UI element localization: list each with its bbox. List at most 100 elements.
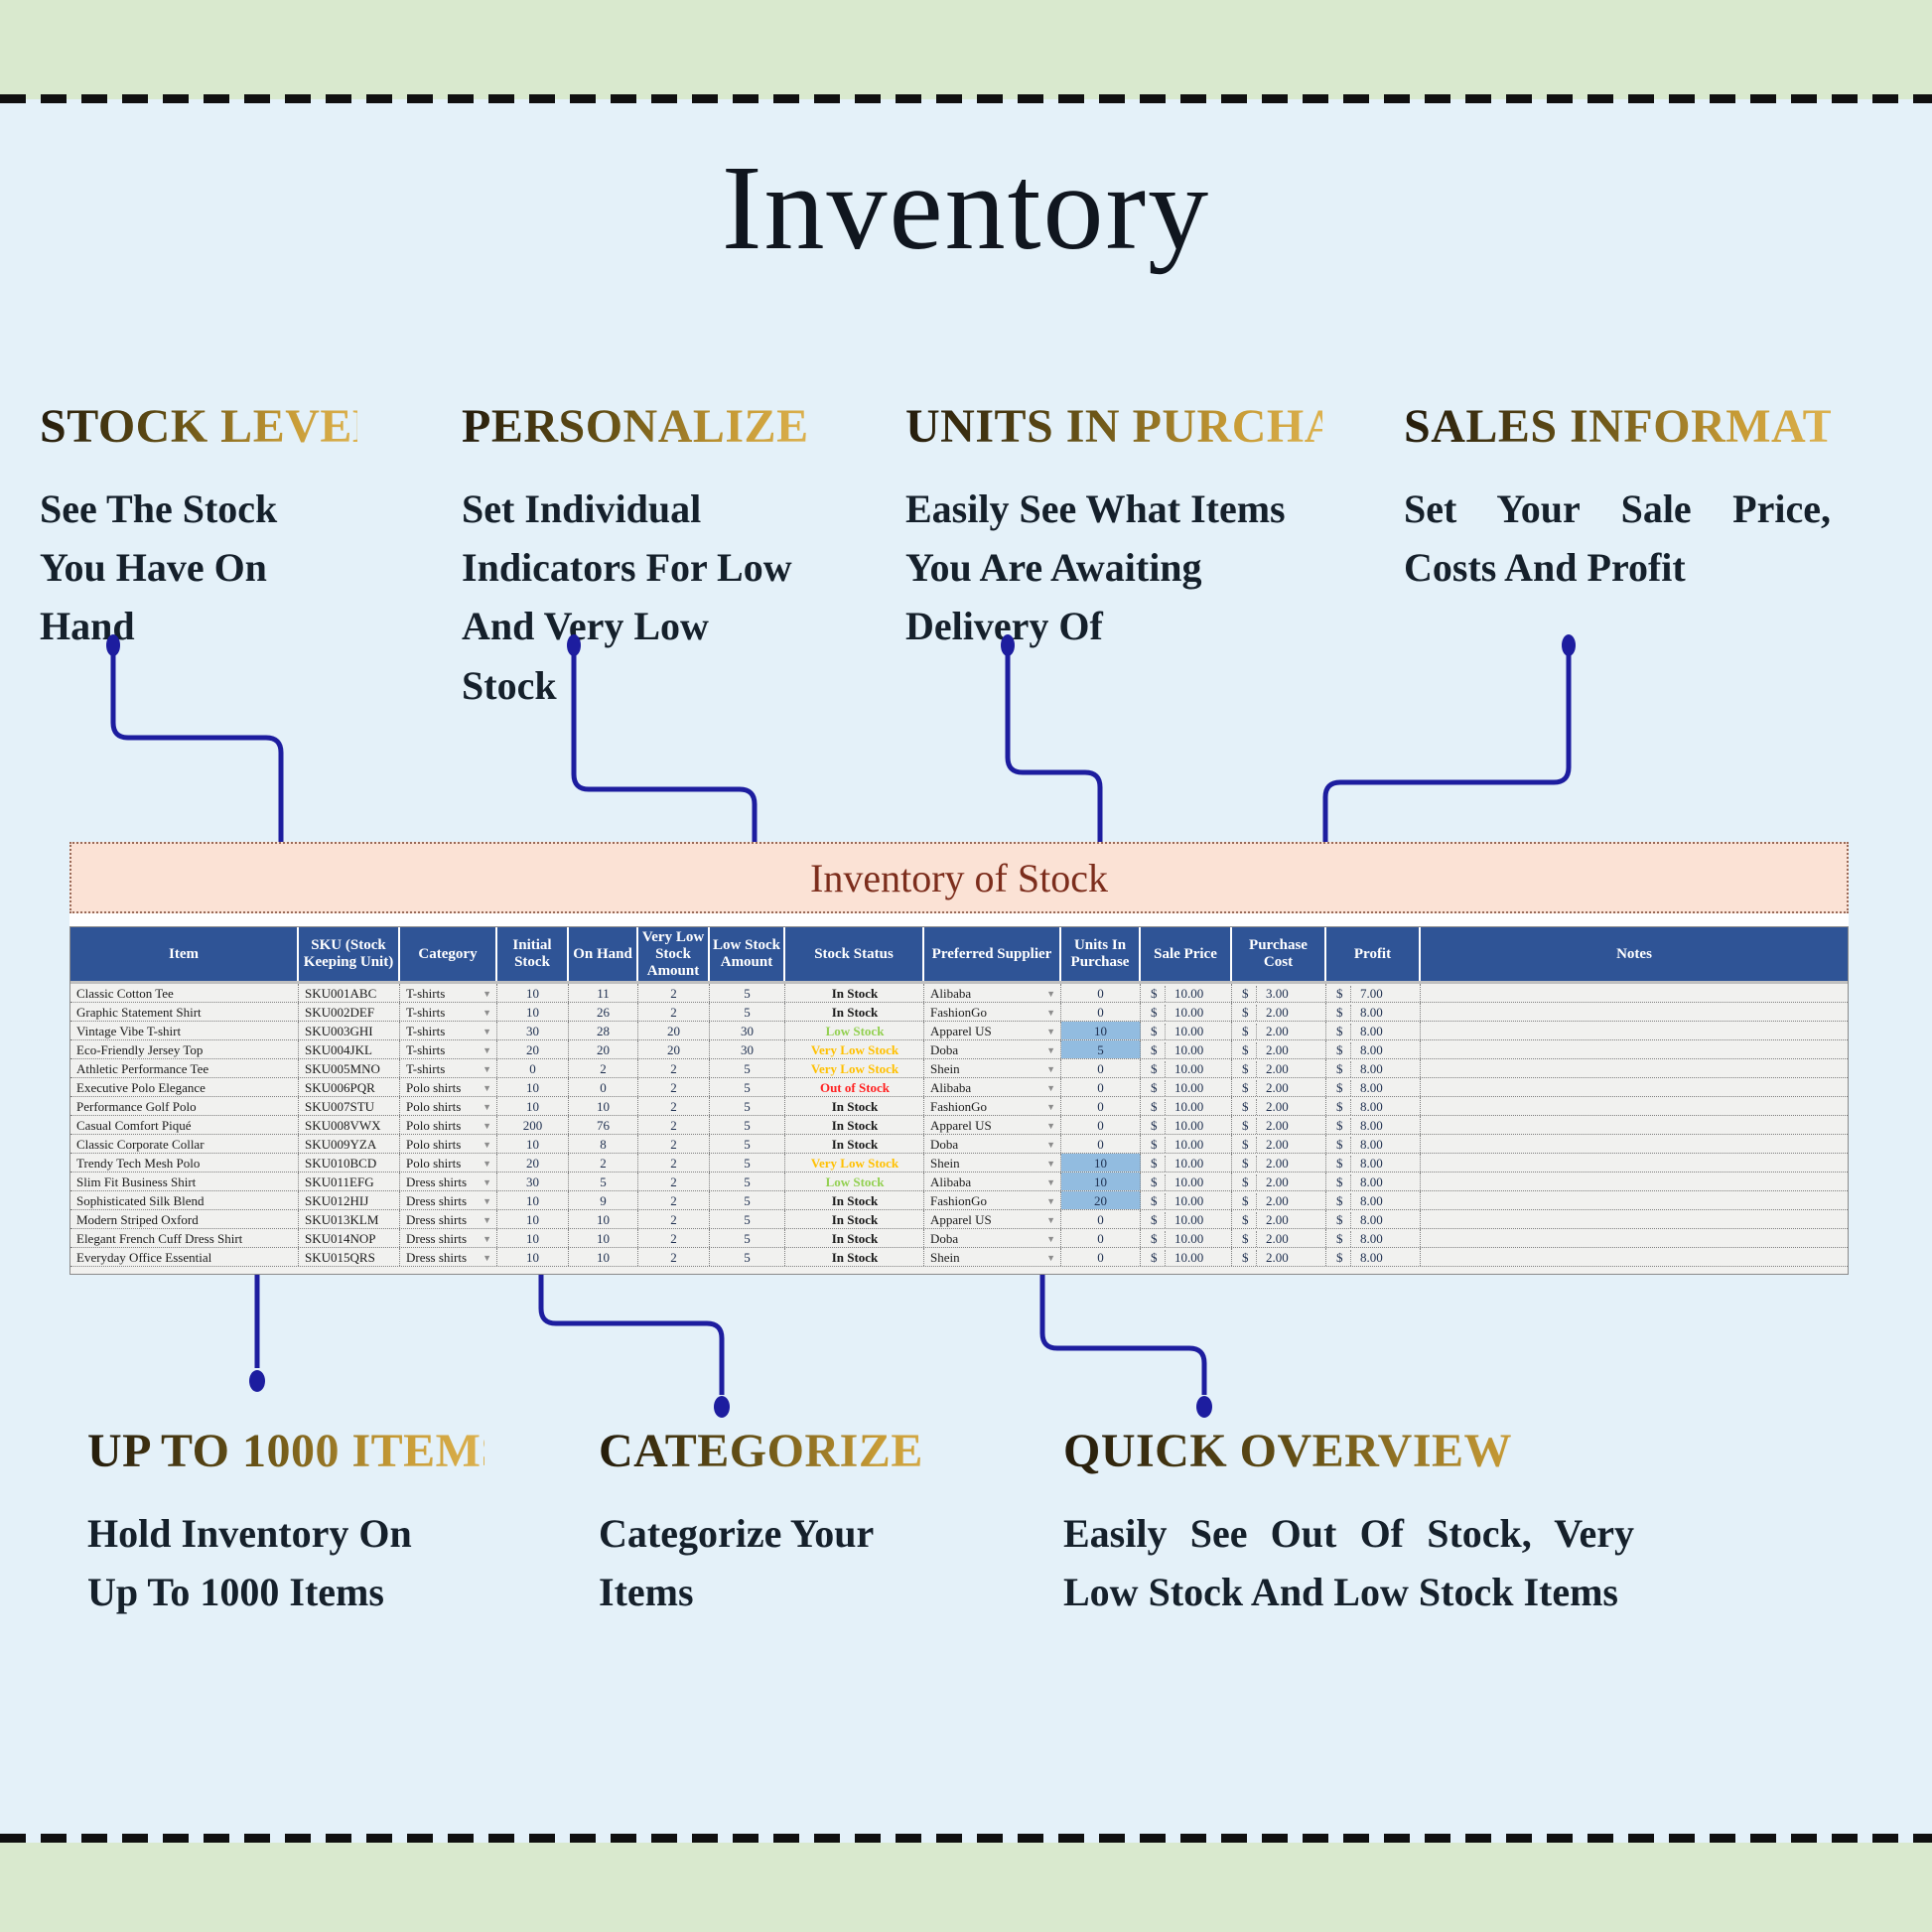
col-header-stock-status[interactable]: Stock Status <box>785 927 924 982</box>
cell-sku[interactable]: SKU011EFG <box>299 1173 400 1191</box>
dropdown-arrow-icon[interactable]: ▼ <box>1046 1195 1055 1206</box>
dropdown-arrow-icon[interactable]: ▼ <box>1046 1252 1055 1263</box>
dropdown-arrow-icon[interactable]: ▼ <box>483 1007 491 1018</box>
cell-low-amount[interactable]: 5 <box>710 1248 785 1267</box>
cell-purchase-cost[interactable]: $2.00 <box>1232 1078 1326 1097</box>
dropdown-arrow-icon[interactable]: ▼ <box>483 1101 491 1112</box>
cell-notes[interactable] <box>1421 1191 1848 1209</box>
cell-profit[interactable]: $8.00 <box>1326 1022 1421 1040</box>
cell-category[interactable]: Polo shirts ▼ <box>400 1135 497 1154</box>
cell-on-hand[interactable]: 10 <box>569 1229 638 1248</box>
cell-sale-price[interactable]: $10.00 <box>1141 1210 1232 1229</box>
cell-initial-stock[interactable]: 20 <box>497 1154 569 1173</box>
cell-very-low-amount[interactable]: 20 <box>638 1022 710 1040</box>
cell-low-amount[interactable]: 5 <box>710 1097 785 1116</box>
cell-supplier[interactable]: Doba ▼ <box>924 1040 1061 1059</box>
dropdown-arrow-icon[interactable]: ▼ <box>483 1214 491 1225</box>
cell-units-in-purchase[interactable]: 5 <box>1061 1040 1141 1059</box>
cell-supplier[interactable]: Alibaba ▼ <box>924 1078 1061 1097</box>
cell-profit[interactable]: $8.00 <box>1326 1116 1421 1135</box>
cell-very-low-amount[interactable]: 2 <box>638 1191 710 1210</box>
cell-profit[interactable]: $8.00 <box>1326 1135 1421 1154</box>
cell-on-hand[interactable]: 11 <box>569 984 638 1003</box>
cell-stock-status[interactable]: In Stock <box>785 1097 924 1116</box>
cell-units-in-purchase[interactable]: 0 <box>1061 1248 1141 1267</box>
cell-notes[interactable] <box>1421 1097 1848 1115</box>
cell-profit[interactable]: $7.00 <box>1326 984 1421 1003</box>
cell-item[interactable]: Classic Cotton Tee <box>70 984 299 1003</box>
cell-notes[interactable] <box>1421 1173 1848 1190</box>
dropdown-arrow-icon[interactable]: ▼ <box>483 1063 491 1074</box>
cell-on-hand[interactable]: 5 <box>569 1173 638 1191</box>
dropdown-arrow-icon[interactable]: ▼ <box>483 1158 491 1169</box>
cell-category[interactable]: Dress shirts ▼ <box>400 1210 497 1229</box>
cell-notes[interactable] <box>1421 1003 1848 1021</box>
col-header-profit[interactable]: Profit <box>1326 927 1421 982</box>
dropdown-arrow-icon[interactable]: ▼ <box>1046 1158 1055 1169</box>
cell-very-low-amount[interactable]: 2 <box>638 1059 710 1078</box>
cell-sku[interactable]: SKU002DEF <box>299 1003 400 1022</box>
col-header-item[interactable]: Item <box>70 927 299 982</box>
cell-units-in-purchase[interactable]: 0 <box>1061 1059 1141 1078</box>
cell-sale-price[interactable]: $10.00 <box>1141 1059 1232 1078</box>
cell-on-hand[interactable]: 9 <box>569 1191 638 1210</box>
cell-units-in-purchase[interactable]: 0 <box>1061 1097 1141 1116</box>
cell-very-low-amount[interactable]: 2 <box>638 1229 710 1248</box>
cell-very-low-amount[interactable]: 2 <box>638 1248 710 1267</box>
cell-low-amount[interactable]: 5 <box>710 1173 785 1191</box>
cell-notes[interactable] <box>1421 984 1848 1002</box>
cell-category[interactable]: T-shirts ▼ <box>400 1003 497 1022</box>
cell-on-hand[interactable]: 10 <box>569 1210 638 1229</box>
cell-supplier[interactable]: Apparel US ▼ <box>924 1022 1061 1040</box>
cell-profit[interactable]: $8.00 <box>1326 1097 1421 1116</box>
cell-units-in-purchase[interactable]: 0 <box>1061 1135 1141 1154</box>
cell-sku[interactable]: SKU001ABC <box>299 984 400 1003</box>
cell-profit[interactable]: $8.00 <box>1326 1248 1421 1267</box>
cell-category[interactable]: Dress shirts ▼ <box>400 1173 497 1191</box>
cell-purchase-cost[interactable]: $2.00 <box>1232 1154 1326 1173</box>
cell-notes[interactable] <box>1421 1116 1848 1134</box>
dropdown-arrow-icon[interactable]: ▼ <box>483 1120 491 1131</box>
cell-supplier[interactable]: Apparel US ▼ <box>924 1116 1061 1135</box>
dropdown-arrow-icon[interactable]: ▼ <box>1046 1120 1055 1131</box>
cell-item[interactable]: Modern Striped Oxford <box>70 1210 299 1229</box>
cell-sale-price[interactable]: $10.00 <box>1141 1078 1232 1097</box>
cell-notes[interactable] <box>1421 1210 1848 1228</box>
cell-low-amount[interactable]: 5 <box>710 1059 785 1078</box>
col-header-sale-price[interactable]: Sale Price <box>1141 927 1232 982</box>
col-header-initial-stock[interactable]: Initial Stock <box>497 927 569 982</box>
cell-category[interactable]: Dress shirts ▼ <box>400 1229 497 1248</box>
cell-sale-price[interactable]: $10.00 <box>1141 1154 1232 1173</box>
cell-on-hand[interactable]: 26 <box>569 1003 638 1022</box>
cell-initial-stock[interactable]: 10 <box>497 1248 569 1267</box>
cell-notes[interactable] <box>1421 1078 1848 1096</box>
cell-units-in-purchase[interactable]: 0 <box>1061 1116 1141 1135</box>
cell-initial-stock[interactable]: 10 <box>497 1191 569 1210</box>
cell-low-amount[interactable]: 5 <box>710 1191 785 1210</box>
cell-category[interactable]: T-shirts ▼ <box>400 1040 497 1059</box>
cell-item[interactable]: Athletic Performance Tee <box>70 1059 299 1078</box>
cell-purchase-cost[interactable]: $2.00 <box>1232 1022 1326 1040</box>
cell-initial-stock[interactable]: 30 <box>497 1173 569 1191</box>
cell-stock-status[interactable]: In Stock <box>785 1210 924 1229</box>
cell-supplier[interactable]: Doba ▼ <box>924 1229 1061 1248</box>
col-header-units-in-purchase[interactable]: Units In Purchase <box>1061 927 1141 982</box>
dropdown-arrow-icon[interactable]: ▼ <box>483 1082 491 1093</box>
cell-low-amount[interactable]: 5 <box>710 1116 785 1135</box>
cell-stock-status[interactable]: In Stock <box>785 1248 924 1267</box>
cell-sale-price[interactable]: $10.00 <box>1141 1097 1232 1116</box>
cell-low-amount[interactable]: 30 <box>710 1040 785 1059</box>
cell-profit[interactable]: $8.00 <box>1326 1229 1421 1248</box>
dropdown-arrow-icon[interactable]: ▼ <box>1046 1176 1055 1187</box>
cell-sale-price[interactable]: $10.00 <box>1141 1040 1232 1059</box>
cell-units-in-purchase[interactable]: 0 <box>1061 1210 1141 1229</box>
cell-very-low-amount[interactable]: 2 <box>638 1097 710 1116</box>
cell-sku[interactable]: SKU003GHI <box>299 1022 400 1040</box>
cell-item[interactable]: Trendy Tech Mesh Polo <box>70 1154 299 1173</box>
cell-category[interactable]: Polo shirts ▼ <box>400 1078 497 1097</box>
col-header-preferred-supplier[interactable]: Preferred Supplier <box>924 927 1061 982</box>
cell-category[interactable]: Polo shirts ▼ <box>400 1154 497 1173</box>
cell-category[interactable]: Dress shirts ▼ <box>400 1248 497 1267</box>
cell-very-low-amount[interactable]: 2 <box>638 1173 710 1191</box>
cell-sale-price[interactable]: $10.00 <box>1141 1248 1232 1267</box>
